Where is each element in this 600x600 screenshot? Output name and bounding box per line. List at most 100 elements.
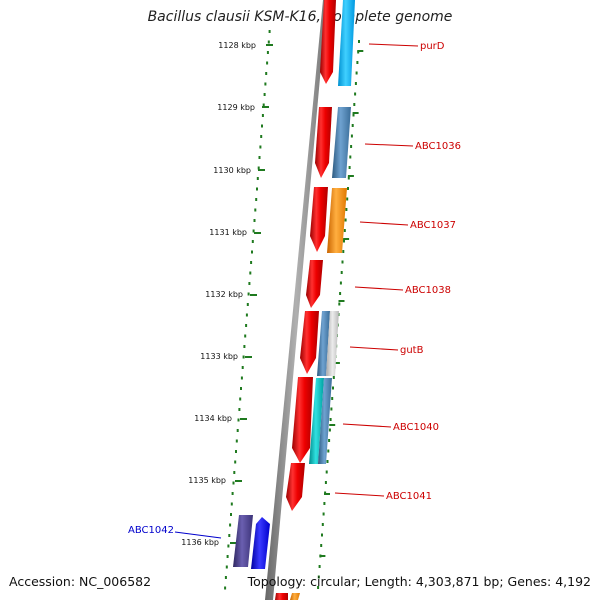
tick-dot [332, 376, 335, 379]
tick-label: 1130 kbp [213, 166, 251, 175]
tick-dot [248, 282, 251, 285]
tick-dot [257, 166, 260, 170]
tick-dot [251, 240, 254, 243]
feature-box[interactable] [317, 311, 330, 376]
feature-box[interactable] [318, 378, 332, 464]
tick-dot [234, 460, 237, 464]
feature-box[interactable] [326, 311, 339, 376]
tick-label: 1135 kbp [188, 476, 226, 485]
tick-dot [224, 576, 227, 579]
gene-label-ABC1038[interactable]: ABC1038 [405, 285, 451, 296]
outer-tick [357, 50, 364, 52]
cds-arrow[interactable] [275, 593, 288, 600]
tick-dot [328, 439, 331, 442]
cds-arrow[interactable] [306, 260, 323, 308]
tick-dot [341, 260, 344, 264]
tick-dot [245, 313, 248, 317]
tick-dot [263, 93, 266, 96]
tick-label: 1129 kbp [217, 103, 255, 112]
tick-label: 1134 kbp [194, 414, 232, 423]
cds-arrow[interactable] [315, 107, 332, 178]
feature-box[interactable] [309, 378, 324, 464]
tick-dot [245, 324, 248, 327]
tick-1132: 1132 kbp [205, 290, 257, 299]
tick-dot [339, 281, 342, 285]
tick-dot [338, 302, 341, 306]
tick-dot [354, 92, 357, 96]
tick-dot [355, 71, 358, 75]
gene-label-ABC1040[interactable]: ABC1040 [393, 422, 439, 433]
tick-dot [261, 124, 263, 128]
gene-label-purD[interactable]: purD [420, 41, 445, 52]
tick-dot [332, 386, 334, 390]
tick-dot [259, 145, 262, 149]
tick-dot [262, 103, 265, 107]
tick-dot [340, 271, 343, 274]
feature-box[interactable] [338, 0, 355, 86]
cds-arrow[interactable] [286, 463, 305, 511]
tick-dot [237, 418, 240, 422]
tick-dot [346, 197, 349, 201]
tick-dot [238, 408, 241, 411]
tick-dot [231, 492, 234, 495]
feature-track [290, 0, 355, 600]
tick-dot [256, 187, 258, 191]
tick-dot [265, 72, 268, 75]
feature-box[interactable] [290, 593, 300, 600]
tick-dot [321, 533, 323, 537]
tick-dot [324, 481, 327, 484]
tick-dot [349, 155, 352, 159]
tick-dot [246, 303, 249, 306]
tick-dot [230, 513, 232, 516]
outer-tick [324, 493, 330, 495]
gene-label-ABC1036[interactable]: ABC1036 [415, 141, 461, 152]
tick-dot [347, 187, 349, 190]
tick-label: 1128 kbp [218, 41, 256, 50]
tick-dot [323, 502, 326, 505]
tick-1131: 1131 kbp [209, 228, 261, 237]
tick-dot [255, 198, 258, 201]
tick-dot [343, 229, 346, 232]
outer-tick [352, 112, 359, 114]
tick-dot [244, 334, 247, 338]
tick-dot [266, 61, 269, 65]
cds-arrow[interactable] [292, 377, 313, 463]
tick-dot [350, 145, 353, 148]
gene-label-ABC1042[interactable]: ABC1042 [128, 525, 174, 536]
tick-dot [256, 177, 259, 180]
tick-dot [320, 544, 323, 547]
tick-dot [322, 512, 325, 516]
tick-dot [352, 113, 355, 117]
cds-track [275, 0, 336, 600]
tick-dot [247, 292, 250, 296]
outer-tick [329, 424, 336, 426]
tick-dot [330, 407, 333, 411]
tick-1129: 1129 kbp [217, 103, 269, 112]
tick-dot [224, 586, 227, 590]
tick-dot [329, 418, 332, 421]
gene-arrow-purple[interactable] [233, 515, 253, 567]
cds-arrow[interactable] [320, 0, 336, 84]
tick-dot [243, 345, 246, 348]
tick-dot [251, 250, 253, 254]
tick-label: 1133 kbp [200, 352, 238, 361]
tick-dot [232, 481, 235, 485]
tick-dot [317, 586, 320, 589]
outer-tick [319, 555, 326, 557]
feature-box[interactable] [332, 107, 351, 178]
accession-text: Accession: NC_006582 [9, 574, 152, 589]
feature-box[interactable] [327, 188, 347, 253]
gene-arrow-blue[interactable] [251, 517, 270, 569]
tick-dot [233, 471, 236, 474]
gene-label-ABC1041[interactable]: ABC1041 [386, 491, 432, 502]
tick-dot [239, 397, 242, 401]
tick-1133: 1133 kbp [200, 352, 252, 361]
cds-arrow[interactable] [300, 311, 319, 374]
cds-arrow[interactable] [310, 187, 328, 252]
tick-dot [327, 449, 330, 453]
tick-dot [317, 575, 320, 579]
gene-label-gutB[interactable]: gutB [400, 345, 424, 356]
tick-dot [264, 82, 267, 86]
gene-label-ABC1037[interactable]: ABC1037 [410, 220, 456, 231]
tick-dot [260, 135, 263, 138]
